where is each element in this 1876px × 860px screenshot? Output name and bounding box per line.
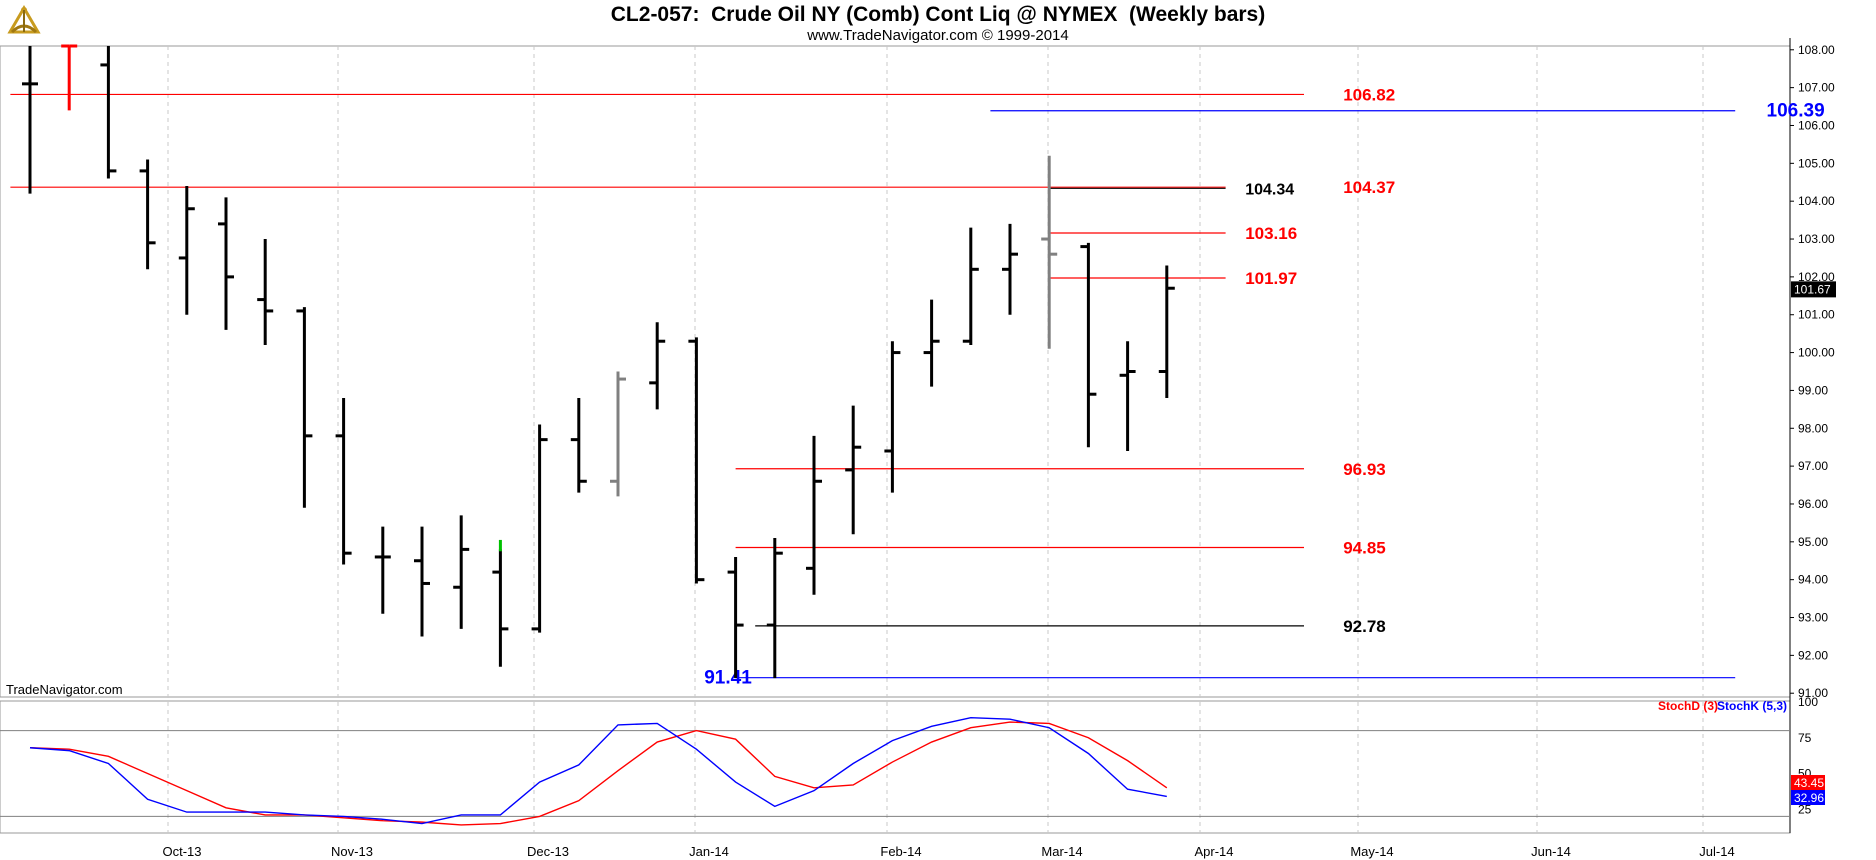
y-tick-label: 102.00 xyxy=(1798,270,1835,284)
y-tick-label: 93.00 xyxy=(1798,611,1828,625)
y-tick-label: 92.00 xyxy=(1798,648,1828,662)
stoch-y-tick-label: 75 xyxy=(1798,731,1812,745)
level-label: 96.93 xyxy=(1343,460,1386,479)
last-price-box xyxy=(1791,281,1836,298)
sextant-logo-icon xyxy=(4,2,44,38)
x-tick-label: Oct-13 xyxy=(162,844,201,859)
level-label: 106.82 xyxy=(1343,85,1395,104)
stoch-y-tick-label: 25 xyxy=(1798,802,1812,816)
y-tick-label: 94.00 xyxy=(1798,573,1828,587)
level-label: 92.78 xyxy=(1343,617,1386,636)
y-tick-label: 103.00 xyxy=(1798,232,1835,246)
level-label: 103.16 xyxy=(1245,224,1297,243)
legend-stoch-k: StochK (5,3) xyxy=(1717,699,1787,713)
level-label: 104.34 xyxy=(1245,181,1294,198)
level-label: 104.37 xyxy=(1343,178,1395,197)
y-tick-label: 108.00 xyxy=(1798,43,1835,57)
stoch-last-box xyxy=(1791,775,1825,790)
y-tick-label: 98.00 xyxy=(1798,421,1828,435)
stoch-last-label: 43.45 xyxy=(1794,776,1824,790)
y-tick-label: 107.00 xyxy=(1798,81,1835,95)
stoch-last-label: 32.96 xyxy=(1794,791,1824,805)
y-tick-label: 104.00 xyxy=(1798,194,1835,208)
y-tick-label: 100.00 xyxy=(1798,346,1835,360)
y-tick-label: 99.00 xyxy=(1798,383,1828,397)
level-label: 106.39 xyxy=(1767,101,1825,122)
stoch-series-line xyxy=(29,721,1168,826)
y-tick-label: 105.00 xyxy=(1798,156,1835,170)
stoch-y-tick-label: 100 xyxy=(1798,695,1818,709)
y-tick-label: 97.00 xyxy=(1798,459,1828,473)
last-price-label: 101.67 xyxy=(1794,282,1831,296)
x-tick-label: May-14 xyxy=(1350,844,1393,859)
stoch-panel-frame xyxy=(0,700,1791,834)
x-tick-label: Dec-13 xyxy=(527,844,569,859)
stoch-last-box xyxy=(1791,790,1825,805)
x-tick-label: Jan-14 xyxy=(689,844,729,859)
stoch-series-line xyxy=(29,717,1167,825)
x-tick-label: Feb-14 xyxy=(880,844,921,859)
x-tick-label: Nov-13 xyxy=(331,844,373,859)
x-tick-label: Jul-14 xyxy=(1699,844,1734,859)
level-label: 94.85 xyxy=(1343,538,1386,557)
y-tick-label: 95.00 xyxy=(1798,535,1828,549)
level-label: 91.41 xyxy=(704,668,752,689)
y-tick-label: 96.00 xyxy=(1798,497,1828,511)
x-tick-label: Mar-14 xyxy=(1041,844,1082,859)
chart-title: CL2-057: Crude Oil NY (Comb) Cont Liq @ … xyxy=(610,3,1266,26)
price-panel-frame xyxy=(0,45,1791,698)
level-label: 101.97 xyxy=(1245,269,1297,288)
y-tick-label: 101.00 xyxy=(1798,308,1835,322)
y-tick-label: 91.00 xyxy=(1798,686,1828,700)
x-tick-label: Apr-14 xyxy=(1194,844,1233,859)
y-tick-label: 106.00 xyxy=(1798,118,1835,132)
legend-stoch-d: StochD (3) xyxy=(1658,699,1718,713)
x-tick-label: Jun-14 xyxy=(1531,844,1571,859)
chart-subtitle: www.TradeNavigator.com © 1999-2014 xyxy=(807,27,1069,44)
watermark-text: TradeNavigator.com xyxy=(6,682,123,697)
